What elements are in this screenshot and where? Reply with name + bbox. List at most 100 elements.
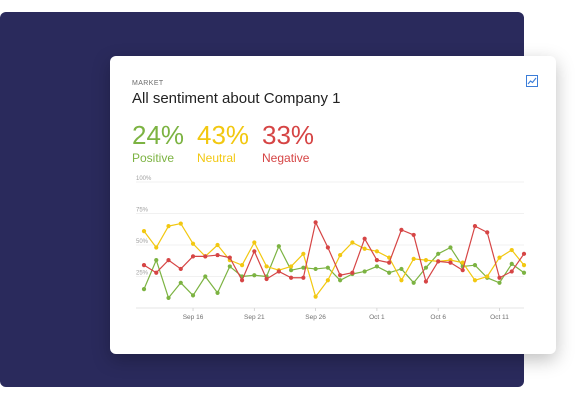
negative-label: Negative — [262, 151, 310, 165]
data-point — [276, 269, 281, 274]
data-point — [399, 227, 404, 232]
data-point — [350, 270, 355, 275]
y-tick-label: 25% — [136, 271, 149, 277]
data-point — [239, 263, 245, 268]
data-point — [239, 278, 245, 283]
neutral-percent: 43% — [197, 120, 250, 150]
data-point — [288, 268, 294, 273]
data-point — [178, 266, 183, 272]
data-point — [485, 230, 490, 235]
y-tick-label: 100% — [136, 176, 152, 182]
data-point — [362, 246, 367, 251]
data-point — [190, 241, 196, 246]
data-point — [166, 224, 171, 229]
data-point — [423, 279, 429, 284]
line-chart-icon[interactable] — [526, 74, 538, 87]
data-point — [448, 260, 453, 265]
data-point — [362, 269, 367, 274]
data-point — [215, 242, 220, 248]
data-point — [288, 275, 294, 280]
data-point — [154, 270, 159, 275]
data-point — [387, 260, 392, 265]
data-point — [521, 270, 527, 275]
sentiment-card: MARKET All sentiment about Company 1 24%… — [110, 56, 556, 354]
data-point — [166, 295, 171, 301]
data-point — [215, 290, 220, 295]
data-point — [325, 278, 330, 283]
data-point — [472, 278, 478, 283]
data-point — [399, 266, 404, 272]
data-point — [423, 265, 429, 270]
data-point — [301, 275, 306, 280]
section-eyebrow: MARKET — [132, 80, 164, 87]
positive-percent: 24% — [132, 120, 185, 150]
data-point — [436, 259, 441, 264]
data-point — [411, 280, 416, 285]
data-point — [154, 258, 159, 263]
data-point — [509, 261, 514, 266]
data-point — [497, 280, 502, 285]
data-point — [154, 245, 159, 250]
data-point — [313, 294, 318, 299]
data-point — [301, 251, 306, 256]
data-point — [276, 244, 281, 249]
negative-stat: 33% Negative — [262, 121, 314, 165]
data-point — [338, 278, 343, 283]
data-point — [141, 287, 147, 292]
data-point — [190, 254, 196, 259]
data-point — [178, 221, 183, 226]
data-point — [472, 224, 478, 229]
data-point — [166, 258, 171, 263]
series-line-0 — [143, 245, 525, 299]
data-point — [423, 258, 429, 263]
data-point — [448, 245, 453, 250]
x-tick-label: Sep 26 — [305, 314, 326, 321]
data-point — [264, 276, 269, 282]
data-point — [252, 273, 257, 278]
data-point — [436, 251, 441, 256]
data-point — [460, 268, 465, 273]
data-point — [252, 249, 257, 254]
data-point — [325, 265, 330, 270]
x-tick-label: Sep 21 — [244, 314, 265, 321]
neutral-label: Neutral — [197, 151, 236, 165]
y-tick-label: 75% — [136, 208, 149, 214]
x-tick-label: Oct 6 — [430, 314, 446, 321]
card-title: All sentiment about Company 1 — [132, 90, 341, 107]
data-point — [485, 274, 490, 279]
data-point — [203, 274, 208, 279]
data-point — [178, 280, 183, 285]
negative-percent: 33% — [262, 120, 315, 150]
data-point — [521, 263, 527, 268]
data-point — [509, 269, 514, 274]
neutral-stat: 43% Neutral — [197, 121, 249, 165]
data-point — [411, 256, 416, 261]
data-point — [227, 255, 232, 260]
data-point — [190, 293, 196, 298]
data-point — [411, 232, 416, 238]
data-point — [374, 264, 380, 269]
x-tick-label: Sep 16 — [183, 314, 204, 321]
data-point — [215, 252, 220, 258]
positive-stat: 24% Positive — [132, 121, 184, 165]
data-point — [252, 240, 257, 245]
data-point — [399, 278, 404, 283]
data-point — [460, 260, 465, 265]
data-point — [141, 263, 147, 268]
data-point — [374, 258, 380, 263]
data-point — [227, 264, 232, 269]
data-point — [362, 236, 367, 241]
sentiment-line-chart: 100% 75% 50% 25% Sep 16 Sep 21 Sep 26 Oct 1 Oct … — [136, 176, 527, 321]
positive-label: Positive — [132, 151, 175, 165]
x-tick-label: Oct 1 — [369, 314, 385, 321]
data-point — [497, 275, 502, 280]
data-point — [288, 264, 294, 269]
data-point — [509, 247, 514, 253]
data-point — [374, 249, 380, 254]
data-point — [338, 252, 343, 258]
data-point — [313, 266, 318, 272]
data-point — [521, 251, 527, 256]
data-point — [338, 273, 343, 278]
data-point — [141, 229, 147, 234]
data-point — [264, 264, 269, 269]
